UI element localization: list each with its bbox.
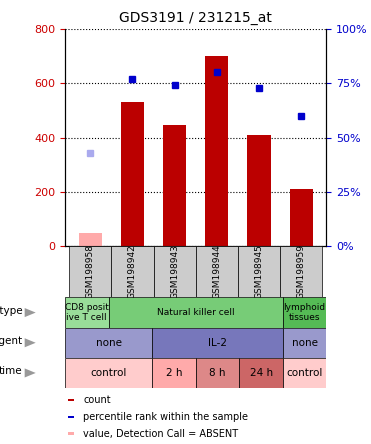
Bar [283, 297, 326, 328]
Bar [290, 189, 313, 246]
Bar [247, 135, 270, 246]
Text: 8 h: 8 h [209, 368, 226, 378]
Text: percentile rank within the sample: percentile rank within the sample [83, 412, 248, 422]
Text: GSM198943: GSM198943 [170, 245, 179, 299]
Bar [121, 102, 144, 246]
Text: GSM198958: GSM198958 [86, 245, 95, 299]
Text: control: control [90, 368, 127, 378]
Text: GSM198945: GSM198945 [255, 245, 263, 299]
Text: GSM198942: GSM198942 [128, 245, 137, 299]
Bar [65, 297, 109, 328]
Text: agent: agent [0, 336, 23, 346]
Title: GDS3191 / 231215_at: GDS3191 / 231215_at [119, 11, 272, 25]
Bar [205, 56, 229, 246]
Bar [68, 432, 74, 435]
Text: IL-2: IL-2 [208, 338, 227, 348]
Bar [68, 399, 74, 401]
Bar [239, 358, 283, 388]
Text: lymphoid
tissues: lymphoid tissues [283, 303, 326, 322]
Text: control: control [286, 368, 323, 378]
Bar [65, 358, 152, 388]
Text: none: none [292, 338, 318, 348]
Text: count: count [83, 395, 111, 405]
Text: time: time [0, 366, 23, 377]
Bar [196, 246, 238, 297]
Text: Natural killer cell: Natural killer cell [157, 308, 234, 317]
Bar [152, 328, 283, 358]
Bar [163, 125, 186, 246]
Text: GSM198944: GSM198944 [212, 245, 221, 299]
Bar [280, 246, 322, 297]
Text: GSM198959: GSM198959 [297, 245, 306, 299]
Text: CD8 posit
ive T cell: CD8 posit ive T cell [65, 303, 109, 322]
Bar [65, 328, 152, 358]
Polygon shape [24, 369, 36, 377]
Bar [111, 246, 154, 297]
Bar [68, 416, 74, 418]
Text: 24 h: 24 h [250, 368, 273, 378]
Bar [152, 358, 196, 388]
Bar [69, 246, 111, 297]
Bar [196, 358, 239, 388]
Polygon shape [24, 338, 36, 347]
Bar [283, 358, 326, 388]
Bar [109, 297, 283, 328]
Bar [154, 246, 196, 297]
Polygon shape [24, 308, 36, 317]
Bar [238, 246, 280, 297]
Text: value, Detection Call = ABSENT: value, Detection Call = ABSENT [83, 428, 238, 439]
Bar [283, 328, 326, 358]
Text: 2 h: 2 h [166, 368, 182, 378]
Text: none: none [95, 338, 122, 348]
Text: cell type: cell type [0, 306, 23, 316]
Bar [79, 233, 102, 246]
